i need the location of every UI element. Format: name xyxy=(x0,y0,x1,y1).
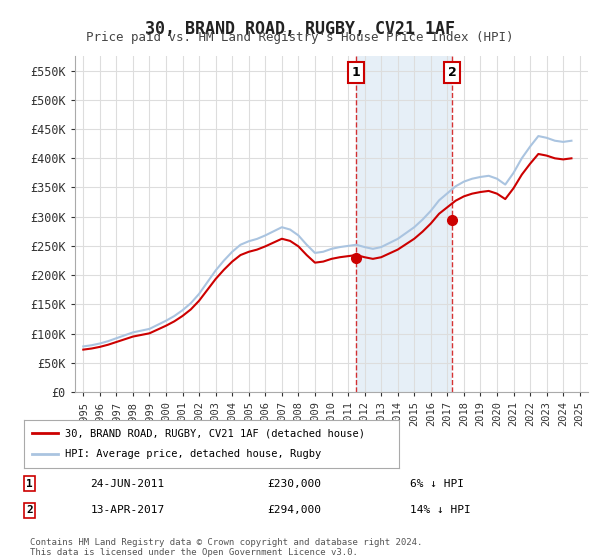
Bar xyxy=(356,56,452,392)
Text: £230,000: £230,000 xyxy=(267,479,321,489)
Text: 2: 2 xyxy=(448,66,457,79)
Text: 30, BRAND ROAD, RUGBY, CV21 1AF (detached house): 30, BRAND ROAD, RUGBY, CV21 1AF (detache… xyxy=(65,428,365,438)
Text: 6% ↓ HPI: 6% ↓ HPI xyxy=(410,479,464,489)
Text: 13-APR-2017: 13-APR-2017 xyxy=(90,505,164,515)
Text: Price paid vs. HM Land Registry's House Price Index (HPI): Price paid vs. HM Land Registry's House … xyxy=(86,31,514,44)
Text: 14% ↓ HPI: 14% ↓ HPI xyxy=(410,505,471,515)
Text: HPI: Average price, detached house, Rugby: HPI: Average price, detached house, Rugb… xyxy=(65,449,322,459)
Text: 1: 1 xyxy=(352,66,361,79)
Text: 1: 1 xyxy=(26,479,33,489)
Text: £294,000: £294,000 xyxy=(267,505,321,515)
Text: Contains HM Land Registry data © Crown copyright and database right 2024.
This d: Contains HM Land Registry data © Crown c… xyxy=(30,538,422,557)
Text: 24-JUN-2011: 24-JUN-2011 xyxy=(90,479,164,489)
Text: 30, BRAND ROAD, RUGBY, CV21 1AF: 30, BRAND ROAD, RUGBY, CV21 1AF xyxy=(145,20,455,38)
Text: 2: 2 xyxy=(26,505,33,515)
